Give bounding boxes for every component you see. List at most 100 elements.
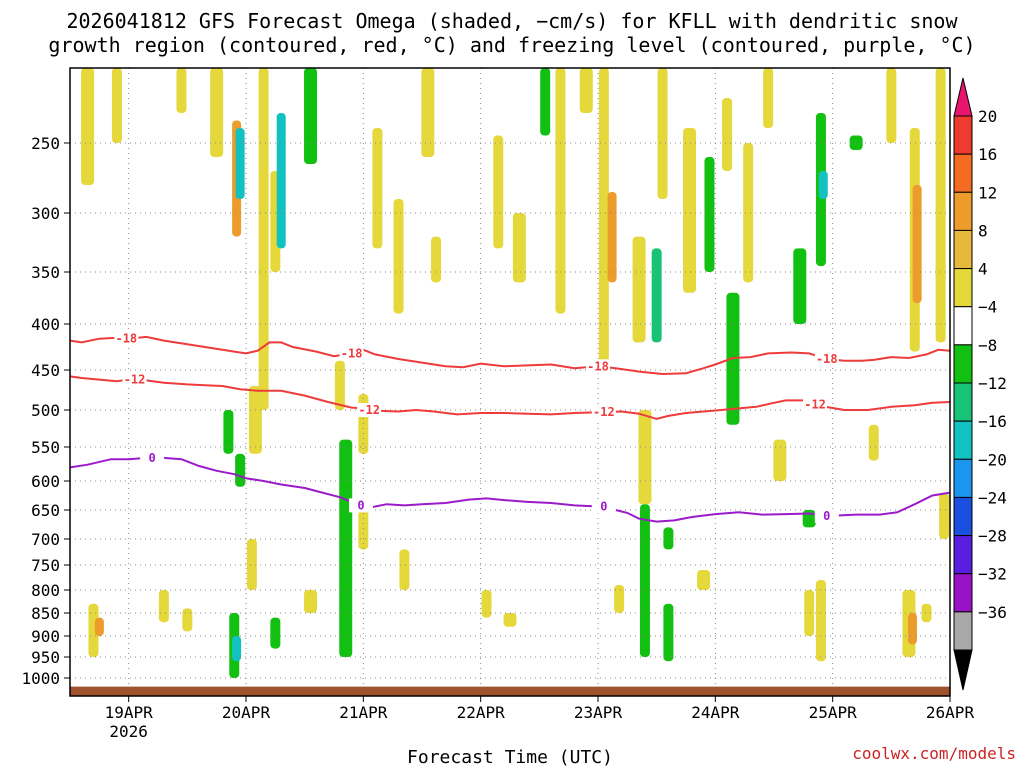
y-tick-label: 1000 xyxy=(21,669,60,688)
colorbar-label: 12 xyxy=(978,183,997,202)
colorbar-segment xyxy=(953,382,973,422)
x-tick-label: 24APR xyxy=(691,703,740,722)
omega-cell xyxy=(232,636,242,662)
omega-cell xyxy=(939,492,950,539)
plot-frame xyxy=(69,67,951,697)
colorbar-label: −12 xyxy=(978,374,1007,393)
contour-label: -12 xyxy=(593,405,615,419)
omega-cell xyxy=(773,439,787,481)
contour-label: -12 xyxy=(358,403,380,417)
contour-label-bg xyxy=(348,498,373,513)
omega-cell xyxy=(88,603,99,657)
omega-cell xyxy=(270,617,281,649)
omega-cell xyxy=(512,213,526,283)
colorbar: 20 16 12 8 4 −4 −8 −12 −16 −20 −24 −28 −32 −36 xyxy=(953,77,1007,691)
y-tick-label: 500 xyxy=(31,401,60,420)
omega-cell xyxy=(540,68,551,136)
y-axis: 250 300 350 400 450 500 550 600 650 700 750 800 850 9… xyxy=(21,134,70,688)
contour-label: -18 xyxy=(587,359,609,373)
colorbar-segment xyxy=(953,115,973,155)
omega-cell xyxy=(223,410,234,454)
y-tick-label: 700 xyxy=(31,530,60,549)
colorbar-segment xyxy=(953,153,973,193)
omega-cell xyxy=(683,128,697,293)
contour-label: -18 xyxy=(816,352,838,366)
omega-cell xyxy=(339,439,353,657)
contour-label: 0 xyxy=(823,509,830,523)
colorbar-segment xyxy=(953,268,973,308)
contour-label: -12 xyxy=(804,397,826,411)
y-tick-label: 950 xyxy=(31,648,60,667)
surface-terrain xyxy=(70,686,950,696)
plot-background xyxy=(70,68,950,696)
omega-cell xyxy=(651,248,662,343)
omega-cell xyxy=(704,157,715,272)
colorbar-segment xyxy=(953,458,973,498)
omega-cell xyxy=(743,143,754,283)
omega-cell xyxy=(81,68,95,185)
contour-label-bg xyxy=(591,405,616,420)
omega-cell xyxy=(886,68,897,143)
colorbar-label: 20 xyxy=(978,107,997,126)
contour-layer: -18 -18 -18 -18 -12 -12 -12 -12 0 0 0 0 xyxy=(69,331,951,523)
omega-cell xyxy=(399,549,410,590)
omega-cell xyxy=(818,171,828,199)
x-tick-label: 25APR xyxy=(809,703,858,722)
omega-cell xyxy=(276,113,286,249)
colorbar-label: 8 xyxy=(978,221,988,240)
omega-cell xyxy=(849,135,863,150)
omega-cell xyxy=(304,590,318,613)
colorbar-segment xyxy=(953,496,973,537)
contour-label: 0 xyxy=(357,498,364,512)
omega-cell xyxy=(697,570,711,590)
omega-cell xyxy=(722,98,733,171)
colorbar-segment xyxy=(953,191,973,231)
x-axis-label: Forecast Time (UTC) xyxy=(407,747,613,768)
y-tick-label: 350 xyxy=(31,263,60,282)
contour-label: -18 xyxy=(115,332,137,346)
colorbar-label: −8 xyxy=(978,336,997,355)
omega-cell xyxy=(503,613,517,627)
y-tick-label: 850 xyxy=(31,604,60,623)
colorbar-segment xyxy=(953,306,973,346)
omega-cell xyxy=(111,68,122,143)
omega-cell xyxy=(935,68,946,343)
contour-line-0C xyxy=(69,456,951,523)
contour-label-bg xyxy=(591,499,616,514)
y-tick-label: 900 xyxy=(31,627,60,646)
contour-label-bg xyxy=(114,331,139,346)
colorbar-segment xyxy=(953,229,973,270)
contour-label-bg xyxy=(122,372,147,387)
omega-cell xyxy=(921,603,932,623)
omega-cell xyxy=(258,68,269,410)
plot-area: -18 -18 -18 -18 -12 -12 -12 -12 0 0 0 0 xyxy=(69,67,951,697)
contour-label: -18 xyxy=(341,346,363,360)
colorbar-segment xyxy=(953,611,973,651)
chart-title-line-1: 2026041812 GFS Forecast Omega (shaded, −… xyxy=(66,9,958,33)
omega-cell xyxy=(358,510,369,550)
contour-label-bg xyxy=(814,508,839,523)
omega-cell xyxy=(304,68,318,164)
omega-cell xyxy=(663,527,674,550)
y-tick-label: 450 xyxy=(31,361,60,380)
y-tick-label: 650 xyxy=(31,501,60,520)
chart-title-line-2: growth region (contoured, red, °C) and f… xyxy=(48,33,975,57)
y-tick-label: 750 xyxy=(31,556,60,575)
x-tick-year: 2026 xyxy=(109,722,148,741)
y-tick-label: 800 xyxy=(31,581,60,600)
omega-shading-layer xyxy=(81,68,950,678)
omega-cell xyxy=(579,68,593,113)
omega-cell xyxy=(176,68,187,113)
omega-cell xyxy=(614,585,625,613)
omega-cell xyxy=(607,192,617,283)
colorbar-segment xyxy=(953,344,973,384)
y-tick-label: 400 xyxy=(31,315,60,334)
omega-cell xyxy=(248,386,262,454)
omega-cell xyxy=(235,128,245,199)
y-tick-label: 250 xyxy=(31,134,60,153)
omega-cell xyxy=(555,68,566,314)
colorbar-label: −24 xyxy=(978,488,1007,507)
omega-cell xyxy=(94,617,104,636)
omega-cell xyxy=(868,424,879,461)
